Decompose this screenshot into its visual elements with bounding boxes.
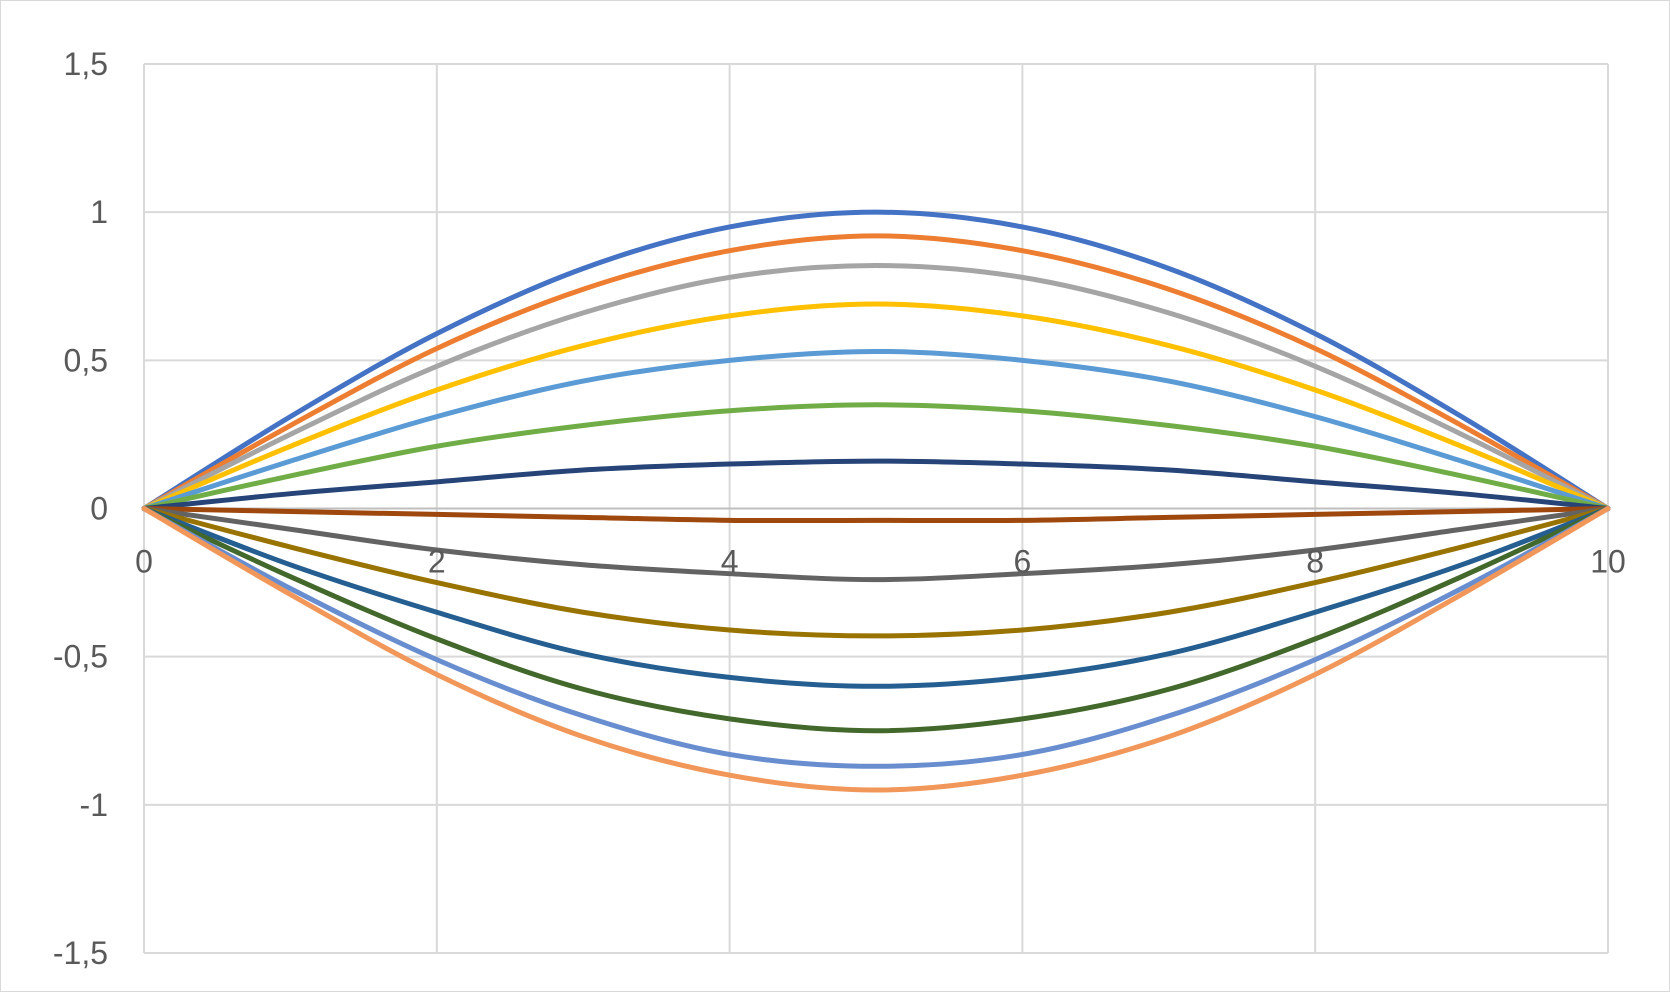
series-line-12 [141,506,1611,734]
y-tick-label: 1,5 [64,46,108,82]
x-tick-label: 0 [135,544,153,580]
series-line-8 [141,506,1611,524]
series-line-11 [141,506,1611,689]
series-lines [141,209,1611,793]
tick-labels: 1,5 1 0,5 0 -0,5 -1 -1,5 0 2 4 6 8 10 [53,46,1626,971]
series-line-3 [141,263,1611,511]
x-tick-label: 6 [1014,544,1032,580]
series-line-1 [141,209,1611,511]
series-line-10 [141,506,1611,639]
x-tick-label: 2 [428,544,446,580]
y-tick-label: -1 [80,787,108,823]
y-tick-label: 1 [90,194,108,230]
series-line-4 [141,301,1611,511]
x-tick-label: 10 [1590,544,1626,580]
series-line-5 [141,348,1611,511]
series-line-14 [141,506,1611,793]
series-line-2 [141,233,1611,511]
y-tick-label: -0,5 [53,639,108,675]
x-tick-label: 4 [721,544,739,580]
series-line-9 [141,506,1611,583]
y-tick-label: -1,5 [53,935,108,971]
gridlines [143,63,1609,954]
y-tick-label: 0 [90,491,108,527]
series-line-6 [141,402,1611,511]
x-tick-label: 8 [1306,544,1324,580]
y-tick-label: 0,5 [64,342,108,378]
series-line-7 [141,458,1611,511]
series-line-13 [141,506,1611,769]
